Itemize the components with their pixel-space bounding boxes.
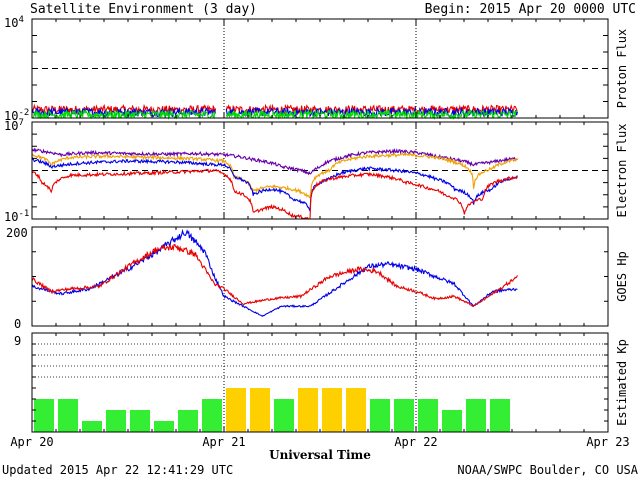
kp-bar	[466, 399, 486, 432]
kp-bar	[490, 399, 510, 432]
kp-bar	[226, 388, 246, 432]
electron-flux-orange-series	[31, 151, 518, 199]
goes-hp-blue-series	[31, 228, 518, 317]
electron-flux-blue-series	[31, 157, 518, 212]
electron-flux-panel: 107 10-1 Electron Flux	[4, 118, 629, 224]
kp-bar	[250, 388, 270, 432]
y-tick-label: 10-1	[4, 209, 29, 224]
updated-timestamp: Updated 2015 Apr 22 12:41:29 UTC	[2, 463, 233, 477]
y-tick-label: 107	[4, 118, 24, 133]
panel-frame	[31, 121, 609, 220]
y-axis-label: Estimated Kp	[615, 339, 629, 426]
kp-bar	[322, 388, 342, 432]
y-tick-label: 200	[6, 226, 28, 240]
proton-flux-panel: 104 10-2 Proton Flux	[4, 15, 629, 123]
y-axis-label: GOES Hp	[615, 251, 629, 302]
x-tick-label: Apr 20	[10, 435, 53, 449]
x-tick-label: Apr 23	[586, 435, 629, 449]
kp-bar	[346, 388, 366, 432]
kp-bar	[106, 410, 126, 432]
kp-bar	[442, 410, 462, 432]
kp-bar	[130, 410, 150, 432]
credit-label: NOAA/SWPC Boulder, CO USA	[457, 463, 638, 477]
y-tick-label: 9	[14, 334, 21, 348]
kp-bar	[178, 410, 198, 432]
y-axis-label: Proton Flux	[615, 29, 629, 108]
panel-frame	[31, 18, 609, 119]
goes-hp-panel: 200 0 GOES Hp	[6, 226, 629, 331]
y-tick-label: 0	[14, 317, 21, 331]
kp-bar	[370, 399, 390, 432]
chart-title: Satellite Environment (3 day)	[30, 2, 257, 17]
kp-bar	[202, 399, 222, 432]
y-tick-label: 104	[4, 15, 24, 30]
kp-bar	[34, 399, 54, 432]
x-tick-label: Apr 21	[202, 435, 245, 449]
x-axis-tick-labels: Apr 20 Apr 21 Apr 22 Apr 23	[10, 435, 629, 449]
kp-bar	[394, 399, 414, 432]
kp-bar	[418, 399, 438, 432]
kp-bar	[154, 421, 174, 432]
begin-time: Begin: 2015 Apr 20 0000 UTC	[425, 2, 636, 17]
estimated-kp-panel: 9 Estimated Kp	[14, 332, 629, 433]
x-axis-label: Universal Time	[269, 448, 371, 462]
kp-bar	[82, 421, 102, 432]
proton-flux-green-series	[31, 108, 518, 121]
y-axis-label: Electron Flux	[615, 124, 629, 218]
electron-flux-red-series	[31, 168, 518, 220]
y-tick-label: 10-2	[4, 108, 29, 123]
kp-bar	[298, 388, 318, 432]
goes-hp-red-series	[31, 243, 518, 308]
kp-bar	[58, 399, 78, 432]
x-tick-label: Apr 22	[394, 435, 437, 449]
kp-bar	[274, 399, 294, 432]
